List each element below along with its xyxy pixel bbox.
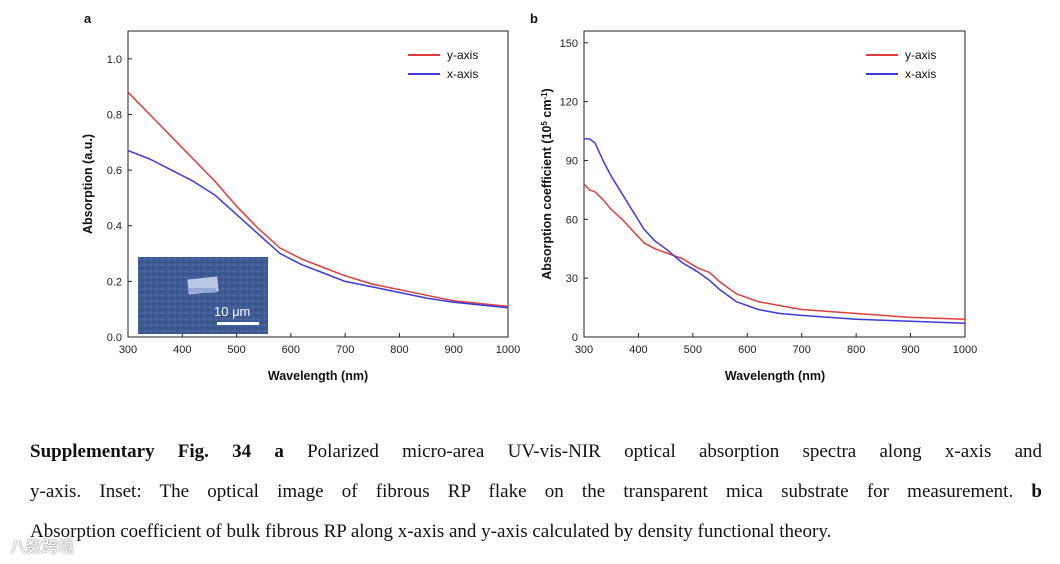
x-tick-label: 700 bbox=[336, 344, 354, 356]
scale-bar-label: 10 μm bbox=[214, 304, 250, 319]
caption-bold-label: Supplementary Fig. 34 a bbox=[30, 441, 284, 462]
figure: a 300 400 500 600 700 800 900 1000 0.00.20.40.6… bbox=[81, 11, 977, 383]
series-line-x-axis bbox=[127, 149, 509, 309]
x-tick-label: 400 bbox=[173, 344, 191, 356]
y-tick-label: 30 bbox=[566, 273, 578, 285]
caption-text-2: y-axis. Inset: The optical image of fibr… bbox=[30, 481, 1032, 502]
x-tick-label: 500 bbox=[227, 344, 245, 356]
y-axis-label-b: Absorption coefficient (105 cm-1) bbox=[540, 88, 555, 279]
panel-label-b: b bbox=[530, 11, 538, 26]
caption-text-1: Polarized micro-area UV-vis-NIR optical … bbox=[283, 441, 1043, 462]
series-lines-a bbox=[127, 91, 509, 309]
y-tick-label: 0.0 bbox=[107, 332, 122, 344]
y-tick-label: 150 bbox=[560, 38, 578, 50]
watermark: 八数跨境 bbox=[10, 537, 75, 556]
legend-label-a-2: x-axis bbox=[447, 67, 478, 81]
chart-panel-a: a 300 400 500 600 700 800 900 1000 0.0 0.2 0.4 0.6… bbox=[81, 11, 520, 383]
series-line-x-axis bbox=[584, 138, 966, 325]
caption-line-3: Absorption coefficient of bulk fibrous R… bbox=[30, 512, 1042, 552]
series-line-y-axis bbox=[127, 91, 509, 308]
inset-optical-image: 10 μm bbox=[138, 257, 268, 334]
y-ticks-b: 0 30 60 90 120 150 bbox=[560, 38, 588, 344]
y-tick-label: 0.6 bbox=[107, 165, 122, 177]
y-tick-label: 0.2 bbox=[107, 276, 122, 288]
y-axis-label-b-sup2: -1 bbox=[540, 92, 549, 100]
figure-caption: Supplementary Fig. 34 a Polarized micro-… bbox=[30, 432, 1042, 552]
x-axis-label-b: Wavelength (nm) bbox=[725, 369, 825, 383]
x-tick-label: 900 bbox=[445, 344, 463, 356]
caption-line-1: Supplementary Fig. 34 a Polarized micro-… bbox=[30, 432, 1042, 472]
y-tick-label: 0 bbox=[572, 332, 578, 344]
legend-label-b-1: y-axis bbox=[905, 48, 936, 62]
legend-label-b-2: x-axis bbox=[905, 67, 936, 81]
y-tick-label: 60 bbox=[566, 214, 578, 226]
x-ticks-b: 300 400 500 600 700 800 900 1000 bbox=[575, 333, 977, 356]
y-axis-label-b-sup1: 5 bbox=[540, 121, 549, 126]
legend-a: y-axis x-axis bbox=[408, 48, 478, 81]
inset-background bbox=[138, 257, 268, 334]
x-tick-label: 400 bbox=[629, 344, 647, 356]
x-tick-label: 300 bbox=[119, 344, 137, 356]
y-tick-label: 1.0 bbox=[107, 54, 122, 66]
chart-panel-b: b 300 400 500 600 700 800 900 1000 0 30 60 90 120 15… bbox=[530, 11, 977, 383]
y-tick-label: 120 bbox=[560, 97, 578, 109]
x-tick-label: 600 bbox=[738, 344, 756, 356]
legend-label-a-1: y-axis bbox=[447, 48, 478, 62]
y-tick-label: 0.4 bbox=[107, 221, 122, 233]
x-tick-label: 1000 bbox=[953, 344, 977, 356]
x-tick-label: 1000 bbox=[496, 344, 520, 356]
legend-b: y-axis x-axis bbox=[866, 48, 936, 81]
scale-bar bbox=[217, 322, 259, 325]
y-tick-label: 90 bbox=[566, 155, 578, 167]
caption-text-3: Absorption coefficient of bulk fibrous R… bbox=[30, 521, 832, 542]
panel-label-a: a bbox=[84, 11, 92, 26]
y-tick-label: 0.8 bbox=[107, 109, 122, 121]
caption-bold-b: b bbox=[1031, 481, 1042, 502]
inset-flake-shadow bbox=[188, 288, 216, 293]
series-lines-b bbox=[583, 138, 966, 325]
x-tick-label: 600 bbox=[282, 344, 300, 356]
x-ticks-a: 300 400 500 600 700 800 900 1000 bbox=[119, 333, 520, 356]
x-tick-label: 500 bbox=[684, 344, 702, 356]
series-line-y-axis bbox=[583, 183, 966, 321]
x-tick-label: 300 bbox=[575, 344, 593, 356]
y-axis-label-a: Absorption (a.u.) bbox=[81, 134, 95, 234]
y-axis-label-b-part1: Absorption coefficient (10 bbox=[540, 126, 554, 280]
y-axis-label-b-part2: cm bbox=[540, 100, 554, 122]
x-tick-label: 800 bbox=[390, 344, 408, 356]
x-tick-label: 800 bbox=[847, 344, 865, 356]
y-axis-label-b-part3: ) bbox=[540, 88, 554, 92]
plot-frame-a bbox=[127, 30, 509, 338]
x-axis-label-a: Wavelength (nm) bbox=[268, 369, 368, 383]
caption-line-2: y-axis. Inset: The optical image of fibr… bbox=[30, 472, 1042, 512]
x-tick-label: 700 bbox=[793, 344, 811, 356]
y-ticks-a: 0.0 0.2 0.4 0.6 0.8 1.0 bbox=[107, 54, 132, 344]
x-tick-label: 900 bbox=[901, 344, 919, 356]
